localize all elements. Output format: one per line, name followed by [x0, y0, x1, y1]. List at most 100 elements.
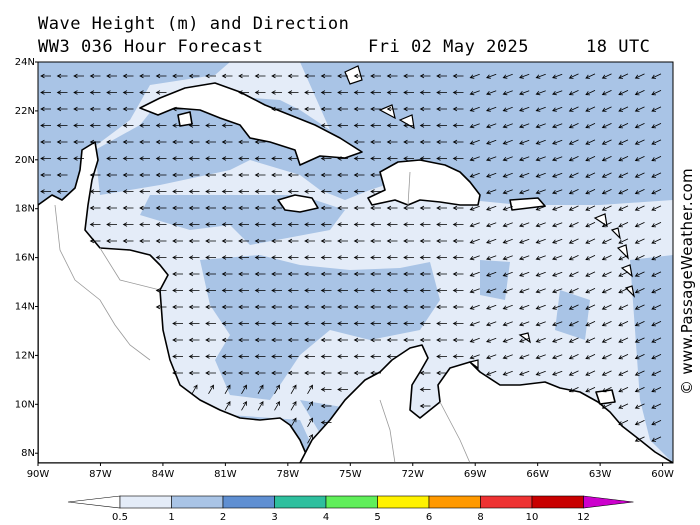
colorbar-label: 8	[477, 512, 483, 523]
wave-arrow	[634, 387, 645, 393]
wave-arrow	[634, 205, 645, 211]
wave-arrow	[320, 222, 332, 227]
wave-arrow	[238, 304, 249, 310]
wave-arrow	[634, 172, 645, 178]
wave-arrow	[353, 90, 365, 95]
lon-label: 75W	[339, 469, 362, 480]
wave-arrow	[290, 417, 297, 428]
wave-arrow	[618, 123, 629, 129]
wave-arrow	[651, 370, 662, 376]
wave-arrow	[535, 90, 546, 96]
land	[38, 82, 673, 463]
wave-arrow	[304, 90, 315, 95]
wave-arrow	[568, 172, 579, 178]
wave-arrow	[73, 73, 84, 79]
wave-arrow	[353, 321, 365, 326]
wave-arrow	[271, 90, 282, 95]
colorbar-segment	[274, 495, 327, 509]
wave-arrow	[585, 205, 596, 211]
wave-direction-arrows	[40, 73, 662, 444]
wave-arrow	[519, 337, 530, 343]
wave-arrow	[337, 238, 348, 244]
wave-arrow	[519, 172, 530, 178]
wave-arrow	[205, 73, 216, 79]
wave-arrow	[155, 238, 167, 244]
wave-arrow	[601, 73, 612, 79]
wave-arrow	[172, 172, 183, 178]
wave-arrow	[601, 139, 612, 145]
wave-arrow	[337, 288, 348, 293]
wave-arrow	[337, 222, 348, 227]
wave-arrow	[221, 304, 233, 310]
wave-arrow	[601, 403, 612, 409]
colorbar-segment	[377, 495, 430, 509]
wave-arrow	[238, 271, 249, 277]
wave-arrow	[403, 271, 414, 277]
wave-arrow	[419, 222, 431, 227]
wave-arrow	[486, 205, 497, 211]
wave-arrow	[601, 156, 612, 162]
wave-arrow	[370, 304, 381, 310]
wave-arrow	[519, 73, 530, 79]
wave-arrow	[353, 189, 365, 194]
wave-arrow	[353, 288, 365, 293]
wave-arrow	[172, 288, 183, 293]
wave-arrow	[634, 271, 645, 277]
wave-arrow	[172, 106, 183, 112]
wave-arrow	[634, 189, 645, 195]
wave-arrow	[188, 205, 200, 211]
colorbar-label: 4	[323, 512, 329, 523]
wave-arrow	[287, 354, 299, 359]
wave-arrow	[386, 222, 398, 227]
wave-arrow	[651, 156, 662, 162]
wave-arrow	[634, 90, 645, 96]
lat-label: 24N	[15, 57, 35, 68]
wave-arrow	[221, 255, 233, 260]
wave-arrow	[651, 139, 662, 145]
wave-arrow	[651, 436, 662, 442]
wave-arrow	[56, 90, 68, 95]
wave-arrow	[304, 73, 315, 79]
wave-arrow	[618, 255, 629, 261]
wave-arrow	[469, 222, 480, 228]
wave-arrow	[386, 205, 398, 211]
wave-arrow	[436, 370, 447, 376]
wave-arrow	[601, 354, 612, 360]
wave-arrow	[172, 354, 183, 359]
wave-arrow	[568, 255, 579, 261]
wave-arrow	[271, 304, 282, 310]
wave-arrow	[188, 189, 200, 194]
wave-arrow	[486, 156, 497, 162]
wave-arrow	[519, 354, 530, 360]
wave-arrow	[452, 73, 464, 79]
wave-arrow	[436, 238, 447, 244]
wave-arrow	[585, 90, 596, 96]
wave-arrow	[502, 189, 513, 195]
wave-arrow	[188, 288, 200, 293]
wave-arrow	[651, 123, 662, 129]
wave-arrow	[519, 321, 530, 327]
wave-arrow	[40, 106, 51, 112]
wave-arrow	[353, 304, 365, 310]
wave-arrow	[651, 205, 662, 211]
wave-arrow	[172, 123, 183, 128]
wave-arrow	[634, 420, 645, 426]
wave-arrow	[634, 403, 645, 409]
wave-arrow	[535, 172, 546, 178]
wave-arrow	[188, 271, 200, 277]
wave-arrow	[419, 271, 431, 277]
lon-label: 63W	[589, 469, 612, 480]
wave-arrow	[139, 139, 150, 145]
wave-arrow	[502, 73, 513, 79]
wave-arrow	[419, 139, 431, 145]
wave-arrow	[552, 370, 563, 376]
wave-arrow	[519, 123, 530, 129]
wave-arrow	[585, 222, 596, 228]
wave-arrow	[552, 255, 563, 261]
lon-label: 87W	[89, 469, 112, 480]
wave-arrow	[40, 172, 51, 178]
wave-arrow	[403, 255, 414, 260]
wave-arrow	[403, 123, 414, 128]
wave-arrow	[337, 189, 348, 194]
wave-arrow	[502, 337, 513, 343]
